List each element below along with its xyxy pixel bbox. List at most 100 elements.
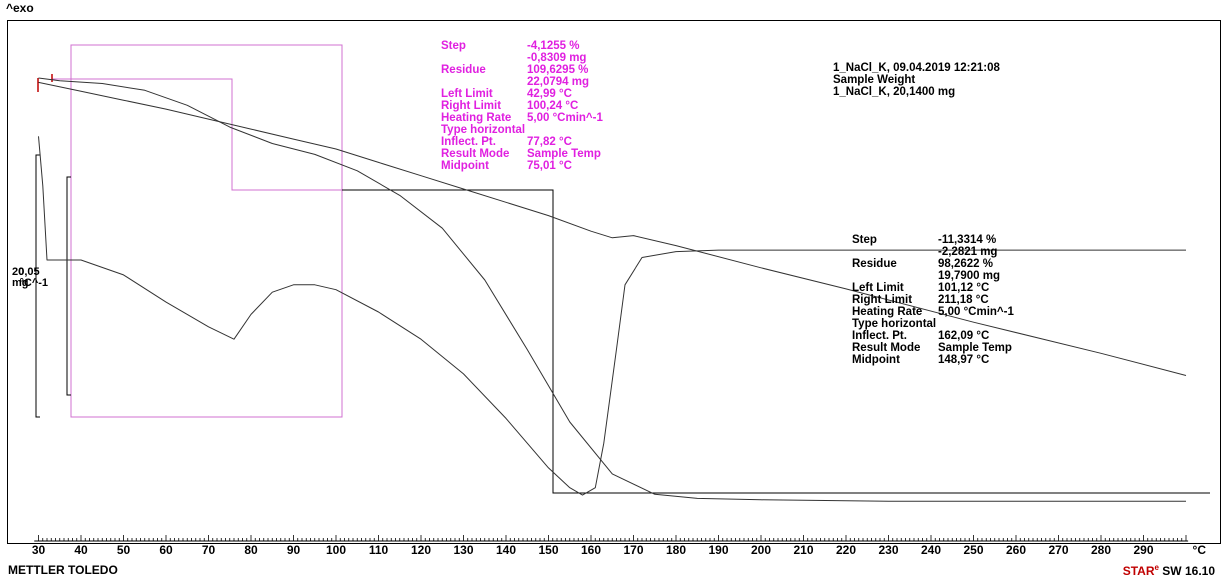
exo-direction-label: ^exo [6, 1, 34, 15]
x-tick-label: 220 [836, 543, 856, 557]
step1-value: 109,6295 % [527, 64, 589, 76]
step1-value: 42,99 °C [527, 88, 572, 100]
x-tick-label: 260 [1006, 543, 1026, 557]
x-tick-label: 50 [117, 543, 131, 557]
x-tick-label: 40 [74, 543, 88, 557]
x-tick-label: 70 [202, 543, 216, 557]
x-tick-label: 200 [751, 543, 771, 557]
x-tick-label: 280 [1091, 543, 1111, 557]
step2-key: Heating Rate [852, 306, 923, 318]
chart-panel [7, 20, 1221, 544]
sample-info-weight-value: 1_NaCl_K, 20,1400 mg [833, 86, 956, 98]
step2-row: -2,2821 mg [852, 246, 1014, 258]
derivative-scale-bracket [66, 176, 71, 396]
step1-value: -4,1255 % [527, 40, 580, 52]
x-tick-label: 250 [963, 543, 983, 557]
step1-row: Residue 109,6295 % [441, 64, 603, 76]
step2-key: Step [852, 234, 877, 246]
sample-info-weight-label: Sample Weight [833, 74, 916, 86]
x-tick-label: 100 [326, 543, 346, 557]
y-scale-weight-value: 20 [12, 266, 25, 278]
step1-row: Heating Rate 5,00 °Cmin^-1 [441, 112, 603, 124]
step1-key: Inflect. Pt. [441, 136, 496, 148]
x-tick-label: 240 [921, 543, 941, 557]
step2-key [852, 246, 938, 258]
sample-info-name-date: 1_NaCl_K, 09.04.2019 12:21:08 [833, 62, 1000, 74]
step1-key: Step [441, 40, 466, 52]
step2-key: Left Limit [852, 282, 904, 294]
step1-value: Sample Temp [527, 148, 601, 160]
step1-limit-lines [52, 78, 342, 191]
step1-value: 75,01 °C [527, 160, 572, 172]
step1-value: 100,24 °C [527, 100, 579, 112]
tg-curve [38, 77, 1186, 502]
x-tick-label: 80 [244, 543, 258, 557]
x-tick-label: 290 [1133, 543, 1153, 557]
step2-row: Residue 98,2622 % [852, 258, 1014, 270]
x-tick-label: 140 [496, 543, 516, 557]
step1-value: -0,8309 mg [527, 52, 587, 64]
step1-key: Result Mode [441, 148, 510, 160]
step2-value: Sample Temp [938, 342, 1012, 354]
step1-row: Right Limit 100,24 °C [441, 100, 603, 112]
step2-key: Type horizontal [852, 318, 937, 330]
step2-key: Right Limit [852, 294, 913, 306]
software-star: STAR [1122, 564, 1155, 578]
weight-scale-bracket [35, 154, 40, 418]
step1-row: Result Mode Sample Temp [441, 148, 603, 160]
step2-value: 101,12 °C [938, 282, 990, 294]
step1-row: Type horizontal [441, 124, 603, 136]
x-tick-label: 270 [1048, 543, 1068, 557]
step1-row: Midpoint 75,01 °C [441, 160, 603, 172]
step1-value: 5,00 °Cmin^-1 [527, 112, 603, 124]
step2-key: Result Mode [852, 342, 921, 354]
step2-value: 19,7900 mg [938, 270, 1001, 282]
step1-key [441, 52, 527, 64]
step1-row: Left Limit 42,99 °C [441, 88, 603, 100]
step2-value: 162,09 °C [938, 330, 990, 342]
step2-row: 19,7900 mg [852, 270, 1014, 282]
step1-row: Step -4,1255 % [441, 40, 603, 52]
software-star-sup: e [1154, 563, 1159, 572]
software-version: STARe SW 16.10 [1123, 563, 1215, 578]
step1-key: Type horizontal [441, 124, 526, 136]
step1-value: 77,82 °C [527, 136, 572, 148]
x-tick-label: 170 [623, 543, 643, 557]
x-tick-label: 120 [411, 543, 431, 557]
step2-key [852, 270, 938, 282]
y-scale-derivative-unit: °C^-1 [19, 277, 49, 289]
step-evaluation-2: Step -11,3314 % -2,2821 mg Residue 98,2622 %… [852, 234, 1014, 366]
y-scale-weight-unit: mg [12, 277, 29, 289]
step1-key: Left Limit [441, 88, 493, 100]
step2-value: 148,97 °C [938, 354, 990, 366]
x-tick-label: 160 [581, 543, 601, 557]
step2-row: Inflect. Pt. 162,09 °C [852, 330, 1014, 342]
step1-key: Midpoint [441, 160, 489, 172]
step1-row: -0,8309 mg [441, 52, 603, 64]
step2-value: -11,3314 % [938, 234, 997, 246]
step2-row: Heating Rate 5,00 °Cmin^-1 [852, 306, 1014, 318]
x-tick-label: 190 [708, 543, 728, 557]
step1-key: Right Limit [441, 100, 502, 112]
y-scale-derivative-value: 0,05 [18, 266, 40, 278]
step1-row: 22,0794 mg [441, 76, 603, 88]
x-tick-label: 110 [369, 543, 389, 557]
step2-row: Left Limit 101,12 °C [852, 282, 1014, 294]
step2-value: 5,00 °Cmin^-1 [938, 306, 1014, 318]
evaluation-box-step1 [70, 44, 343, 418]
step2-key: Residue [852, 258, 897, 270]
step2-value: 211,18 °C [938, 294, 989, 306]
step2-row: Type horizontal [852, 318, 1014, 330]
step1-row: Inflect. Pt. 77,82 °C [441, 136, 603, 148]
tg-curve-2 [38, 81, 1187, 376]
step-evaluation-1: Step -4,1255 % -0,8309 mg Residue 109,6295 %… [441, 40, 603, 172]
step2-key: Midpoint [852, 354, 900, 366]
y-scale-labels: 200,05 mg°C^-1 [12, 267, 48, 289]
step2-row: Right Limit 211,18 °C [852, 294, 1014, 306]
x-axis-unit: °C [1193, 543, 1207, 557]
brand-label: METTLER TOLEDO [8, 563, 118, 577]
software-version-text: SW 16.10 [1158, 564, 1215, 578]
x-tick-label: 210 [793, 543, 813, 557]
x-tick-label: 30 [32, 543, 46, 557]
